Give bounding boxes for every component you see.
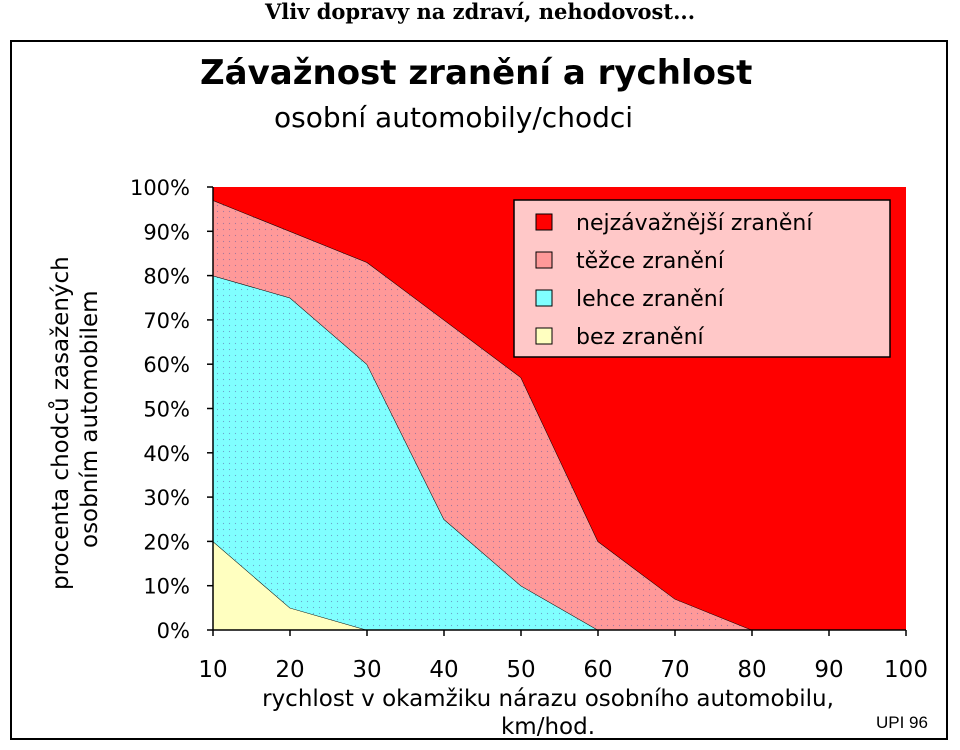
chart-subtitle: osobní automobily/chodci [274,101,634,134]
slide-frame [10,40,948,740]
x-tick-label: 100 [884,657,928,683]
legend-label: lehce zranění [576,287,725,312]
y-tick-label: 40% [143,442,190,466]
x-tick-label: 70 [660,657,689,683]
y-tick-label: 30% [143,486,190,510]
legend-label: těžce zranění [576,249,725,274]
legend-label: bez zranění [576,325,705,350]
legend-box [513,199,891,358]
chart-title: Závažnost zranění a rychlost [200,53,753,93]
legend-swatch [535,289,553,307]
x-tick-label: 20 [275,657,304,683]
x-tick-label: 80 [737,657,766,683]
area-tezce-zraneni-texture [213,200,906,631]
x-tick-label: 30 [352,657,381,683]
x-tick-label: 50 [506,657,535,683]
y-tick-label: 90% [143,220,190,244]
x-axis-label-line1: rychlost v okamžiku nárazu osobního auto… [262,686,834,712]
y-tick-label: 100% [130,176,190,200]
x-tick-label: 10 [198,657,227,683]
y-tick-labels: 0% 10% 20% 30% 40% 50% 60% 70% 80% 90% 100% [130,176,213,643]
x-tick-label: 90 [814,657,843,683]
area-bez-zraneni [213,541,906,630]
legend-swatch [535,213,553,231]
x-axis-label-line2: km/hod. [501,714,595,740]
y-tick-label: 80% [143,265,190,289]
area-lehce-zraneni-texture [213,275,906,630]
y-axis-label-line1: procenta chodců zasažených [47,256,74,590]
y-tick-label: 20% [143,530,190,554]
y-tick-label: 60% [143,353,190,377]
legend: nejzávažnější zranění těžce zranění lehce … [513,199,891,358]
y-tick-label: 10% [143,575,190,599]
legend-label: nejzávažnější zranění [576,211,813,236]
x-tick-label: 60 [583,657,612,683]
x-tick-label: 40 [429,657,458,683]
credit-text: UPI 96 [876,713,928,732]
x-tick-labels: 10 20 30 40 50 60 70 80 90 100 [198,630,928,683]
legend-swatch [535,327,553,345]
y-tick-label: 70% [143,309,190,333]
legend-swatch [535,251,553,269]
y-axis-label-line2: osobním automobilem [77,290,103,548]
y-tick-label: 0% [157,619,190,643]
y-tick-label: 50% [143,398,190,422]
slide-title: Vliv dopravy na zdraví, nehodovost... [264,0,696,24]
